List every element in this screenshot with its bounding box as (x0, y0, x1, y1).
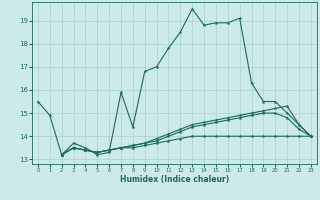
X-axis label: Humidex (Indice chaleur): Humidex (Indice chaleur) (120, 175, 229, 184)
